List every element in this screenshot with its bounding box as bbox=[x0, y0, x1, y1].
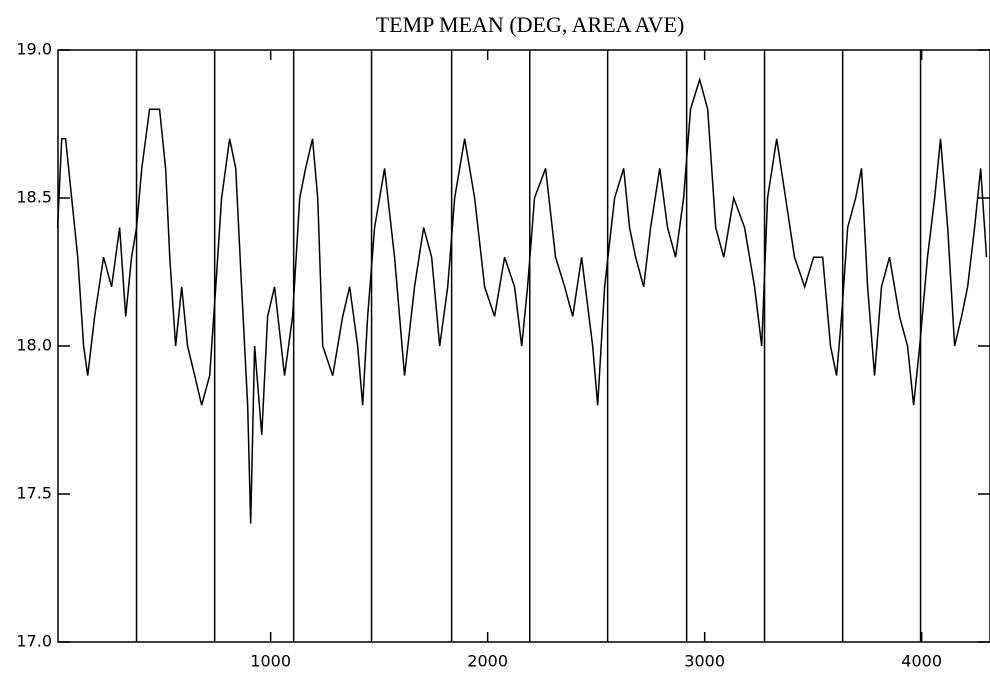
x-tick-label: 2000 bbox=[467, 652, 508, 671]
plot-frame bbox=[57, 49, 990, 643]
y-tick-label: 17.0 bbox=[16, 632, 52, 651]
y-tick-label: 17.5 bbox=[16, 484, 52, 503]
y-tick-label: 18.0 bbox=[16, 336, 52, 355]
data-line bbox=[56, 76, 988, 524]
x-tick-label: 3000 bbox=[684, 652, 725, 671]
chart-title: TEMP MEAN (DEG, AREA AVE) bbox=[376, 12, 685, 37]
x-tick-label: 1000 bbox=[250, 652, 291, 671]
y-tick-label: 19.0 bbox=[16, 40, 52, 59]
y-tick-label: 18.5 bbox=[16, 188, 52, 207]
x-tick-label: 4000 bbox=[901, 652, 942, 671]
